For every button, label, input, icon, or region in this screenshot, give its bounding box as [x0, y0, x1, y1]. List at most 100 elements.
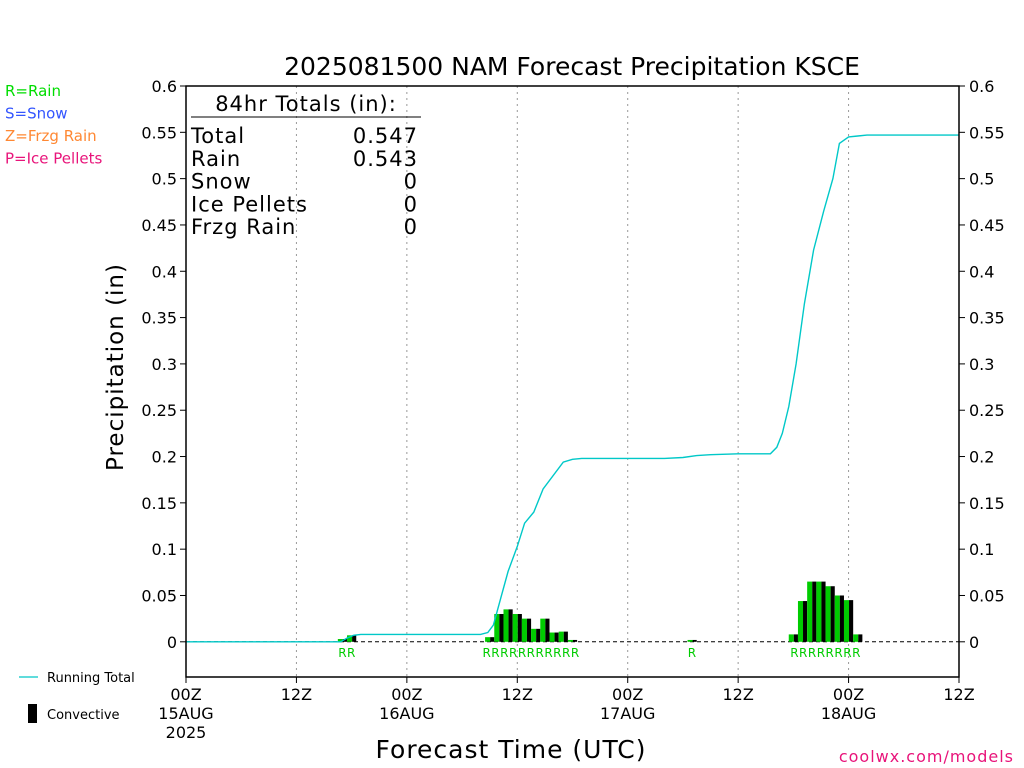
y-axis-label: Precipitation (in): [103, 263, 129, 471]
y-tick-label: 0.1: [152, 540, 177, 559]
precip-bar-convective: [692, 639, 697, 642]
precip-bar-convective: [526, 618, 532, 642]
x-tick-label: 00Z: [391, 685, 422, 704]
totals-row-value: 0.547: [353, 124, 418, 148]
ptype-label: R: [688, 646, 697, 660]
precip-bar-convective: [830, 586, 835, 642]
x-tick-date: 16AUG: [379, 704, 434, 723]
ptype-legend-item: R=Rain: [5, 82, 61, 100]
y-tick-label-right: 0.3: [969, 355, 994, 374]
precip-bar-rain: [567, 639, 573, 642]
convective-legend-swatch: [28, 704, 37, 723]
precip-bar-rain: [512, 614, 518, 642]
y-tick-label-right: 0.25: [969, 401, 1005, 420]
y-tick-label: 0.25: [141, 401, 177, 420]
totals-row-value: 0: [404, 192, 418, 216]
precip-bar-convective: [342, 639, 348, 642]
precip-bar-convective: [490, 637, 495, 642]
totals-row-value: 0.543: [353, 147, 418, 171]
y-tick-label: 0.55: [141, 123, 177, 142]
precip-bar-convective: [554, 632, 559, 642]
precip-bar-convective: [803, 601, 808, 642]
chart-title: 2025081500 NAM Forecast Precipitation KS…: [284, 52, 860, 81]
y-tick-label-right: 0.4: [969, 262, 994, 281]
y-tick-label-right: 0.1: [969, 540, 994, 559]
precip-bar-rain: [549, 632, 555, 642]
y-tick-label: 0.35: [141, 309, 177, 328]
plot-frame: [185, 85, 960, 678]
precip-bar-rain: [797, 601, 804, 642]
ptype-legend: R=Rain S=Snow Z=Frzg Rain P=Ice Pellets: [5, 82, 102, 168]
x-axis-label: Forecast Time (UTC): [376, 735, 647, 764]
y-tick-label-right: 0.35: [969, 309, 1005, 328]
precip-bar-rain: [503, 609, 509, 642]
precip-bar-convective: [499, 614, 504, 642]
y-tick-label-right: 0.15: [969, 494, 1005, 513]
y-tick-label-right: 0: [969, 633, 979, 652]
running-total-legend: Running Total: [19, 671, 135, 686]
precip-bar-rain: [788, 634, 794, 642]
running-total-legend-label: Running Total: [47, 671, 135, 686]
y-tick-label-right: 0.6: [969, 77, 994, 96]
x-tick-label: 00Z: [170, 685, 201, 704]
precip-bar-convective: [536, 628, 541, 642]
convective-legend: Convective: [28, 704, 120, 723]
precip-bar-convective: [352, 635, 357, 642]
precip-bar-convective: [517, 614, 522, 642]
ptype-label: RR: [338, 646, 356, 660]
convective-legend-label: Convective: [47, 708, 120, 723]
x-tick-label: 12Z: [943, 685, 974, 704]
y-tick-label: 0.5: [152, 170, 177, 189]
totals-row-value: 0: [404, 215, 418, 239]
y-tick-label: 0.2: [152, 448, 177, 467]
y-tick-label: 0.05: [141, 586, 177, 605]
precip-bar-rain: [807, 581, 813, 642]
precip-bar-convective: [812, 581, 817, 642]
x-tick-label: 12Z: [722, 685, 753, 704]
precip-bar-rain: [347, 635, 353, 642]
precip-bar-convective: [545, 618, 550, 642]
y-tick-label: 0.45: [141, 216, 177, 235]
y-axis-left: 0 0.05 0.1 0.15 0.2 0.25 0.3 0.35 0.4 0.45 0.5 0.55…: [141, 77, 186, 652]
ptype-labels: RR RRRRRRRRRRR R RRRRRRRR: [338, 646, 861, 660]
x-tick-label: 00Z: [612, 685, 643, 704]
x-tick-date: 17AUG: [600, 704, 655, 723]
precip-bar-convective: [839, 595, 844, 642]
ptype-label: RRRRRRRR: [790, 646, 861, 660]
precip-bar-rain: [687, 639, 693, 642]
precip-bar-convective: [572, 639, 578, 642]
ptype-legend-item: P=Ice Pellets: [5, 150, 102, 168]
precip-bar-rain: [494, 614, 500, 642]
x-tick-year: 2025: [166, 723, 207, 742]
precip-bar-convective: [821, 581, 826, 642]
x-tick-label: 12Z: [281, 685, 312, 704]
y-tick-label-right: 0.45: [969, 216, 1005, 235]
y-tick-label: 0: [167, 633, 177, 652]
precip-bar-rain: [834, 595, 840, 642]
precip-bar-rain: [853, 634, 859, 642]
y-tick-label: 0.15: [141, 494, 177, 513]
precip-bar-rain: [531, 628, 537, 642]
y-tick-label-right: 0.2: [969, 448, 994, 467]
ptype-label: RRRRRRRRRRR: [482, 646, 579, 660]
y-tick-label: 0.6: [152, 77, 177, 96]
totals-header: 84hr Totals (in):: [215, 92, 397, 116]
precip-bar-rain: [816, 581, 822, 642]
precip-bar-convective: [858, 634, 863, 642]
grid-lines: [186, 86, 959, 677]
x-tick-date: 18AUG: [821, 704, 876, 723]
totals-row-label: Frzg Rain: [191, 215, 296, 239]
x-tick-label: 00Z: [833, 685, 864, 704]
credit-text: coolwx.com/models: [839, 747, 1014, 766]
running-total-series: [186, 134, 959, 643]
precip-bar-convective: [508, 609, 513, 642]
totals-box: 84hr Totals (in): Total 0.547 Rain 0.543 Snow…: [190, 92, 421, 239]
y-axis-right: 0 0.05 0.1 0.15 0.2 0.25 0.3 0.35 0.4 0.45 0.5 0.55…: [959, 77, 1005, 652]
totals-row-value: 0: [404, 170, 418, 194]
totals-row-label: Rain: [191, 147, 241, 171]
precip-bar-rain: [521, 618, 527, 642]
precip-bar-convective: [563, 631, 568, 642]
totals-row-label: Total: [190, 124, 245, 148]
